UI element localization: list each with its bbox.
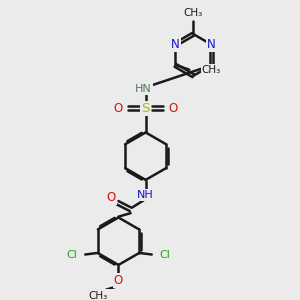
Text: O: O <box>113 102 122 115</box>
Text: O: O <box>169 102 178 115</box>
Text: CH₃: CH₃ <box>184 8 203 18</box>
Text: O: O <box>114 274 123 287</box>
Text: Cl: Cl <box>160 250 170 260</box>
Text: CH₃: CH₃ <box>201 65 220 75</box>
Text: CH₃: CH₃ <box>88 292 107 300</box>
Text: N: N <box>207 38 216 51</box>
Text: O: O <box>106 191 116 204</box>
Text: HN: HN <box>135 84 152 94</box>
Text: N: N <box>171 38 180 51</box>
Text: NH: NH <box>137 190 154 200</box>
Text: Cl: Cl <box>67 250 77 260</box>
Text: S: S <box>142 102 150 115</box>
